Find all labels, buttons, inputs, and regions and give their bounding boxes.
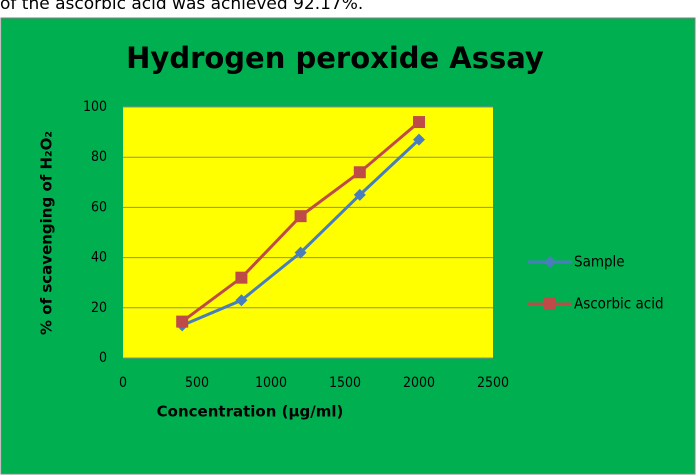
legend-label: Ascorbic acid: [574, 295, 664, 313]
x-tick-label: 1000: [255, 375, 287, 391]
marker: [353, 166, 366, 179]
y-tick-label: 100: [83, 99, 107, 115]
y-tick-label: 40: [91, 250, 107, 266]
x-tick-label: 1500: [329, 375, 361, 391]
legend-label: Sample: [574, 253, 625, 271]
document-text: of the ascorbic acid was achieved 92.17%…: [0, 0, 364, 14]
chart-title: Hydrogen peroxide Assay: [126, 41, 544, 75]
y-tick-label: 60: [91, 199, 107, 215]
marker: [176, 315, 189, 328]
marker: [235, 294, 248, 307]
x-tick-label: 500: [185, 375, 209, 391]
legend-marker: [544, 298, 556, 310]
x-axis-label: Concentration (µg/ml): [157, 403, 344, 421]
marker: [235, 271, 248, 284]
marker: [353, 188, 366, 201]
marker: [413, 116, 425, 129]
y-tick-label: 0: [99, 350, 107, 366]
legend-marker: [544, 256, 556, 268]
x-tick-label: 2000: [403, 375, 435, 391]
x-tick-label: 0: [119, 375, 127, 391]
marker: [294, 210, 307, 223]
y-tick-label: 80: [91, 149, 107, 165]
y-tick-label: 20: [91, 300, 107, 316]
marker: [294, 246, 307, 259]
y-axis-label: % of scavenging of H₂O₂: [38, 131, 56, 335]
x-tick-label: 2500: [477, 375, 509, 391]
marker: [413, 133, 425, 146]
